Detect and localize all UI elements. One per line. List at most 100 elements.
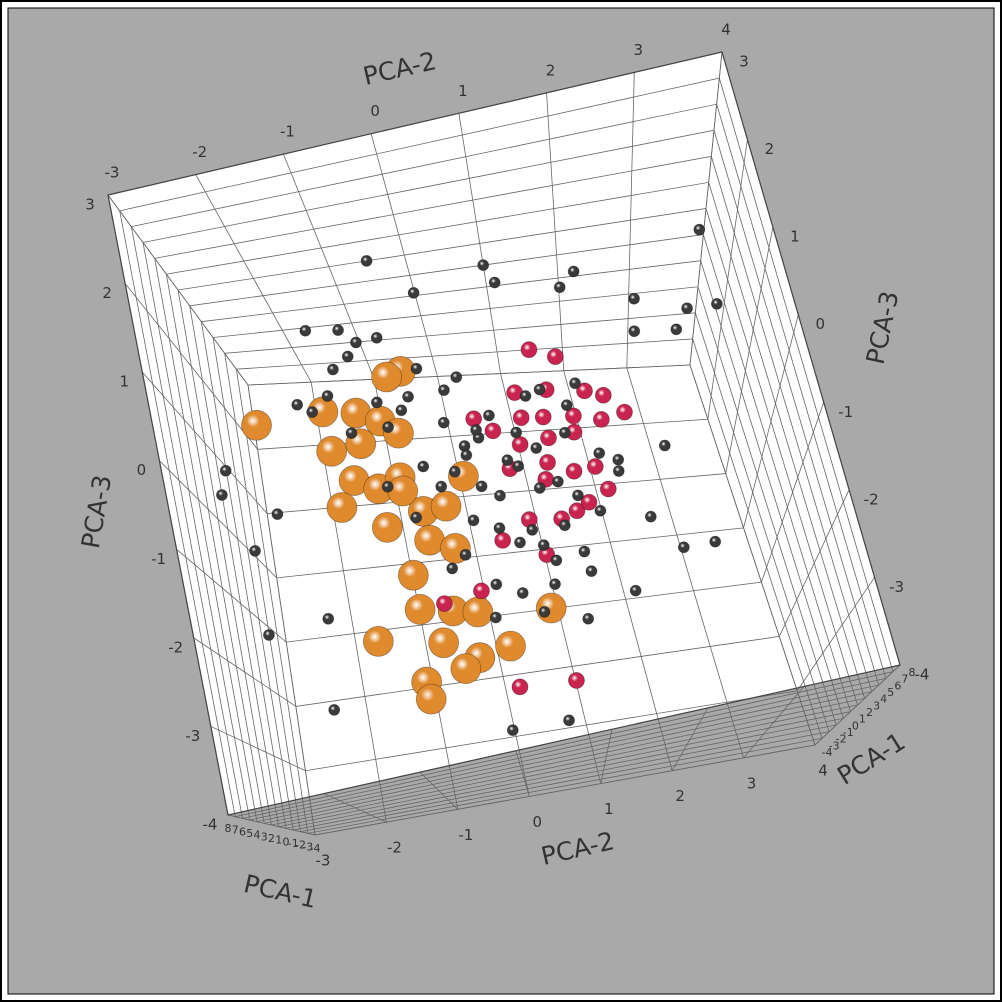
z-tick-label: -2 <box>864 490 879 508</box>
point <box>658 439 671 452</box>
z-tick-label: -4 <box>915 666 930 684</box>
point <box>381 480 394 493</box>
point <box>539 454 556 471</box>
y-tick-label: -3 <box>316 852 331 870</box>
point <box>494 489 506 502</box>
point <box>710 297 723 310</box>
x-tick-label: 7 <box>232 824 239 837</box>
y-tick-label: 4 <box>721 21 731 39</box>
grid-line <box>195 174 387 823</box>
y-tick-label: -2 <box>192 143 207 161</box>
point <box>558 426 571 439</box>
point <box>249 545 261 557</box>
point <box>473 582 490 600</box>
point <box>567 265 580 278</box>
point <box>489 611 502 624</box>
x-tick-label: 3 <box>873 699 880 712</box>
z-tick-label: -1 <box>151 550 166 568</box>
point <box>533 482 546 494</box>
point <box>448 465 461 478</box>
point <box>370 396 383 409</box>
point <box>564 407 582 425</box>
x-tick-label: -2 <box>836 733 847 746</box>
point <box>585 565 598 578</box>
grid-line <box>458 113 613 784</box>
z-tick-label: -4 <box>203 816 218 834</box>
point <box>345 427 358 440</box>
point <box>395 404 408 417</box>
point <box>382 421 394 434</box>
point <box>582 612 595 625</box>
point <box>586 458 604 475</box>
y-tick-label: -2 <box>387 839 402 857</box>
point <box>397 559 429 591</box>
y-tick-label: 0 <box>370 102 380 120</box>
x-tick-label: 1 <box>275 834 282 847</box>
point <box>490 578 503 591</box>
point <box>628 325 641 338</box>
x-tick-label: -2 <box>295 839 306 852</box>
point <box>328 703 341 716</box>
x-tick-label: -4 <box>822 746 833 759</box>
point <box>511 436 529 453</box>
x-tick-label: 7 <box>901 673 908 686</box>
point <box>428 627 460 659</box>
point <box>495 630 526 662</box>
point <box>475 480 488 493</box>
point <box>271 508 284 521</box>
point <box>316 435 348 467</box>
point <box>681 302 693 315</box>
box-outline <box>107 51 901 816</box>
point <box>460 449 473 462</box>
z-tick-label: 0 <box>137 461 147 479</box>
z-tick-label: 1 <box>120 373 130 391</box>
grid-line <box>626 72 805 759</box>
point <box>546 348 564 366</box>
point <box>306 406 319 418</box>
point <box>553 281 566 294</box>
x-tick-label: 5 <box>887 686 894 699</box>
point <box>321 390 334 402</box>
point <box>512 409 530 427</box>
point <box>576 382 593 400</box>
point <box>417 460 430 473</box>
point <box>299 324 312 337</box>
point <box>414 524 445 556</box>
point <box>370 331 383 344</box>
box-body <box>108 52 900 815</box>
x-tick-label: 4 <box>880 693 887 706</box>
z-tick-label: 3 <box>85 196 95 214</box>
y-tick-label: 3 <box>747 774 757 792</box>
z-tick-label: 1 <box>790 228 800 246</box>
x-tick-label: 5 <box>246 827 253 840</box>
point <box>628 292 640 305</box>
point <box>512 460 525 472</box>
point <box>450 371 463 383</box>
y-tick-label: 1 <box>604 800 614 818</box>
point <box>593 447 606 460</box>
points <box>216 223 723 737</box>
x-tick-label: 6 <box>239 825 246 838</box>
z-tick-label: -3 <box>889 578 904 596</box>
point <box>477 259 490 272</box>
grid-line <box>283 153 459 811</box>
x-tick-label: 2 <box>268 832 275 845</box>
point <box>580 493 598 511</box>
grid-line <box>176 402 825 643</box>
x-tick-label: 4 <box>254 829 261 842</box>
grid-line <box>159 314 799 579</box>
point <box>514 536 526 549</box>
grid-line <box>107 51 723 386</box>
point <box>592 410 610 428</box>
point <box>677 541 690 554</box>
point <box>558 519 571 532</box>
y-tick-label: 4 <box>818 762 828 780</box>
point <box>530 442 543 454</box>
point <box>629 584 642 597</box>
point <box>404 594 436 625</box>
y-tick-label: 2 <box>546 61 556 79</box>
point <box>501 454 514 467</box>
y-tick-label: 3 <box>634 41 644 59</box>
